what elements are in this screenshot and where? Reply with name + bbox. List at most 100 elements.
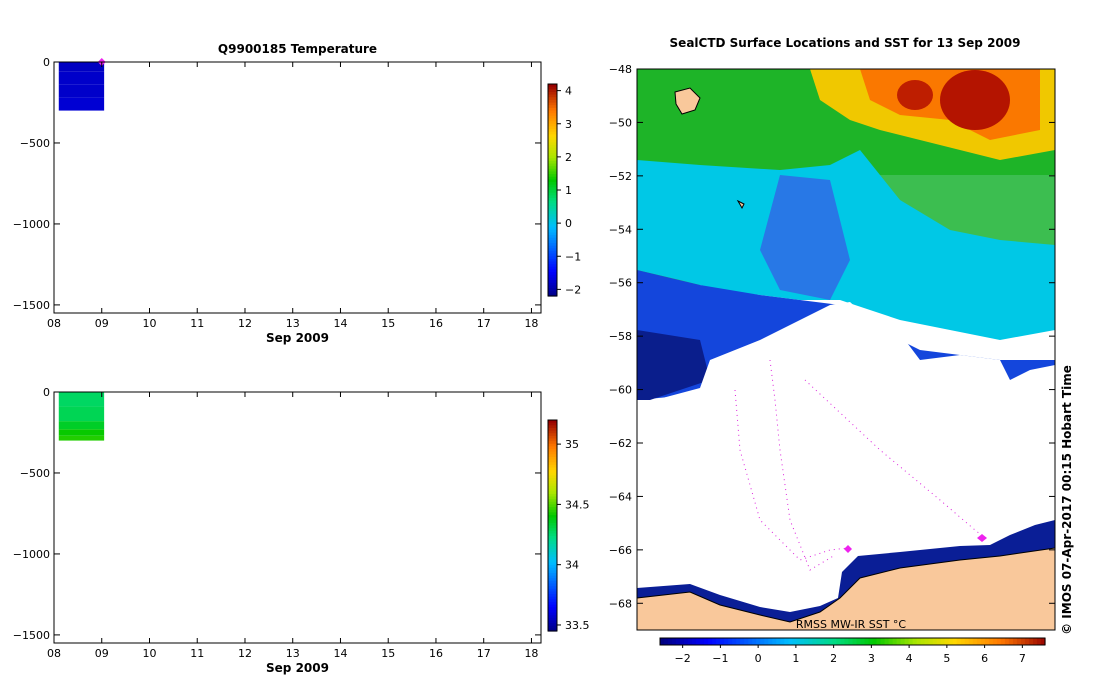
colorbar-segment — [548, 195, 557, 199]
sst-colorbar-segment — [756, 638, 761, 645]
sst-colorbar-segment — [856, 638, 862, 645]
colorbar-segment — [548, 160, 557, 165]
colorbar-segment — [548, 420, 557, 424]
colorbar-segment — [548, 422, 557, 426]
sst-colorbar-segment — [716, 638, 721, 645]
colorbar-segment — [548, 123, 557, 127]
lat-tick-label: −60 — [609, 384, 632, 397]
colorbar-segment — [548, 126, 557, 130]
sst-colorbar-segment — [724, 638, 729, 645]
y-tick-label: −1500 — [13, 629, 50, 642]
sst-colorbar-segment — [992, 638, 998, 645]
colorbar-segment — [548, 137, 557, 141]
sst-colorbar-segment — [732, 638, 737, 645]
colorbar-segment — [548, 425, 557, 429]
colorbar-tick-label: 2 — [565, 151, 572, 164]
colorbar-segment — [548, 551, 557, 556]
sst-hot-core — [897, 80, 933, 110]
colorbar-segment — [548, 248, 557, 252]
colorbar-segment — [548, 174, 557, 178]
sst-colorbar-segment — [1020, 638, 1026, 645]
x-tick-label: 16 — [429, 647, 443, 660]
colorbar-segment — [548, 615, 557, 619]
colorbar-segment — [548, 470, 557, 474]
salinity-panel: 08 09 10 11 12 13 14 15 16 17 18 Sep 2009 0 −500 −1000… — [13, 386, 590, 675]
x-tick-label: 10 — [142, 647, 156, 660]
sst-colorbar-segment — [888, 638, 894, 645]
colorbar-tick-label: −1 — [565, 250, 581, 263]
colorbar-tick-label: 33.5 — [565, 619, 590, 632]
colorbar-segment — [548, 290, 557, 294]
lat-tick-label: −52 — [609, 170, 632, 183]
sst-colorbar-segment — [692, 638, 697, 645]
sst-colorbar-segment — [876, 638, 882, 645]
colorbar-segment — [548, 205, 557, 210]
colorbar-segment — [548, 94, 557, 98]
profile-cell — [58, 421, 105, 430]
sst-band-coldest — [637, 330, 710, 400]
colorbar-segment — [548, 517, 557, 521]
sst-colorbar-segment — [980, 638, 986, 645]
colorbar-segment — [548, 142, 557, 146]
sst-colorbar-segment — [772, 638, 777, 645]
profile-cell — [58, 71, 105, 85]
colorbar-segment — [548, 438, 557, 442]
sst-colorbar-segment — [924, 638, 930, 645]
sst-colorbar-segment — [1008, 638, 1014, 645]
sst-colorbar-segment — [832, 638, 838, 645]
colorbar-segment — [548, 102, 557, 106]
celsius-tick-label: 7 — [1019, 652, 1026, 665]
x-tick-label: 12 — [238, 317, 252, 330]
x-tick-label: 17 — [477, 647, 491, 660]
sst-colorbar-segment — [668, 638, 673, 645]
colorbar-segment — [548, 435, 557, 440]
lat-tick-label: −64 — [609, 490, 632, 503]
sst-colorbar-segment — [848, 638, 854, 645]
sst-colorbar-segment — [740, 638, 745, 645]
colorbar-segment — [548, 546, 557, 550]
coastal-cold-band — [637, 520, 1055, 630]
sst-colorbar-segment — [932, 638, 938, 645]
colorbar-segment — [548, 467, 557, 471]
y-tick-label: −500 — [20, 467, 50, 480]
colorbar-segment — [548, 99, 557, 104]
colorbar-segment — [548, 134, 557, 138]
sst-colorbar-segment — [720, 638, 725, 645]
colorbar-segment — [548, 580, 557, 585]
colorbar-segment — [548, 113, 557, 117]
colorbar-segment — [548, 520, 557, 524]
sst-colorbar-segment — [796, 638, 801, 645]
colorbar-segment — [548, 528, 557, 532]
y-tick-label: −1000 — [13, 218, 50, 231]
x-tick-label: 14 — [333, 647, 347, 660]
colorbar-segment — [548, 232, 557, 236]
sst-colorbar-segment — [960, 638, 966, 645]
sst-colorbar-segment — [784, 638, 789, 645]
x-tick-label: 10 — [142, 317, 156, 330]
sst-colorbar-segment — [956, 638, 962, 645]
colorbar-segment — [548, 485, 557, 490]
sst-colorbar-segment — [776, 638, 781, 645]
sst-colorbar-segment — [984, 638, 990, 645]
colorbar-segment — [548, 567, 557, 571]
y-tick-label: −1000 — [13, 548, 50, 561]
colorbar-segment — [548, 483, 557, 487]
colorbar-tick-label: 3 — [565, 118, 572, 131]
chart-title: Q9900185 Temperature — [218, 42, 377, 56]
colorbar-segment — [548, 84, 557, 88]
sst-colorbar-segment — [728, 638, 733, 645]
colorbar-segment — [548, 216, 557, 220]
sst-colorbar-segment — [996, 638, 1002, 645]
colorbar-segment — [548, 554, 557, 558]
credit-text: © IMOS 07-Apr-2017 00:15 Hobart Time — [1060, 365, 1074, 635]
sst-colorbar-segment — [804, 638, 809, 645]
colorbar-segment — [548, 525, 557, 529]
colorbar-segment — [548, 512, 557, 516]
colorbar-segment — [548, 184, 557, 188]
sst-colorbar-segment — [860, 638, 866, 645]
colorbar-segment — [548, 107, 557, 112]
colorbar-segment — [548, 277, 557, 281]
sst-colorbar-segment — [676, 638, 681, 645]
colorbar-segment — [548, 203, 557, 207]
sst-colorbar-segment — [788, 638, 793, 645]
